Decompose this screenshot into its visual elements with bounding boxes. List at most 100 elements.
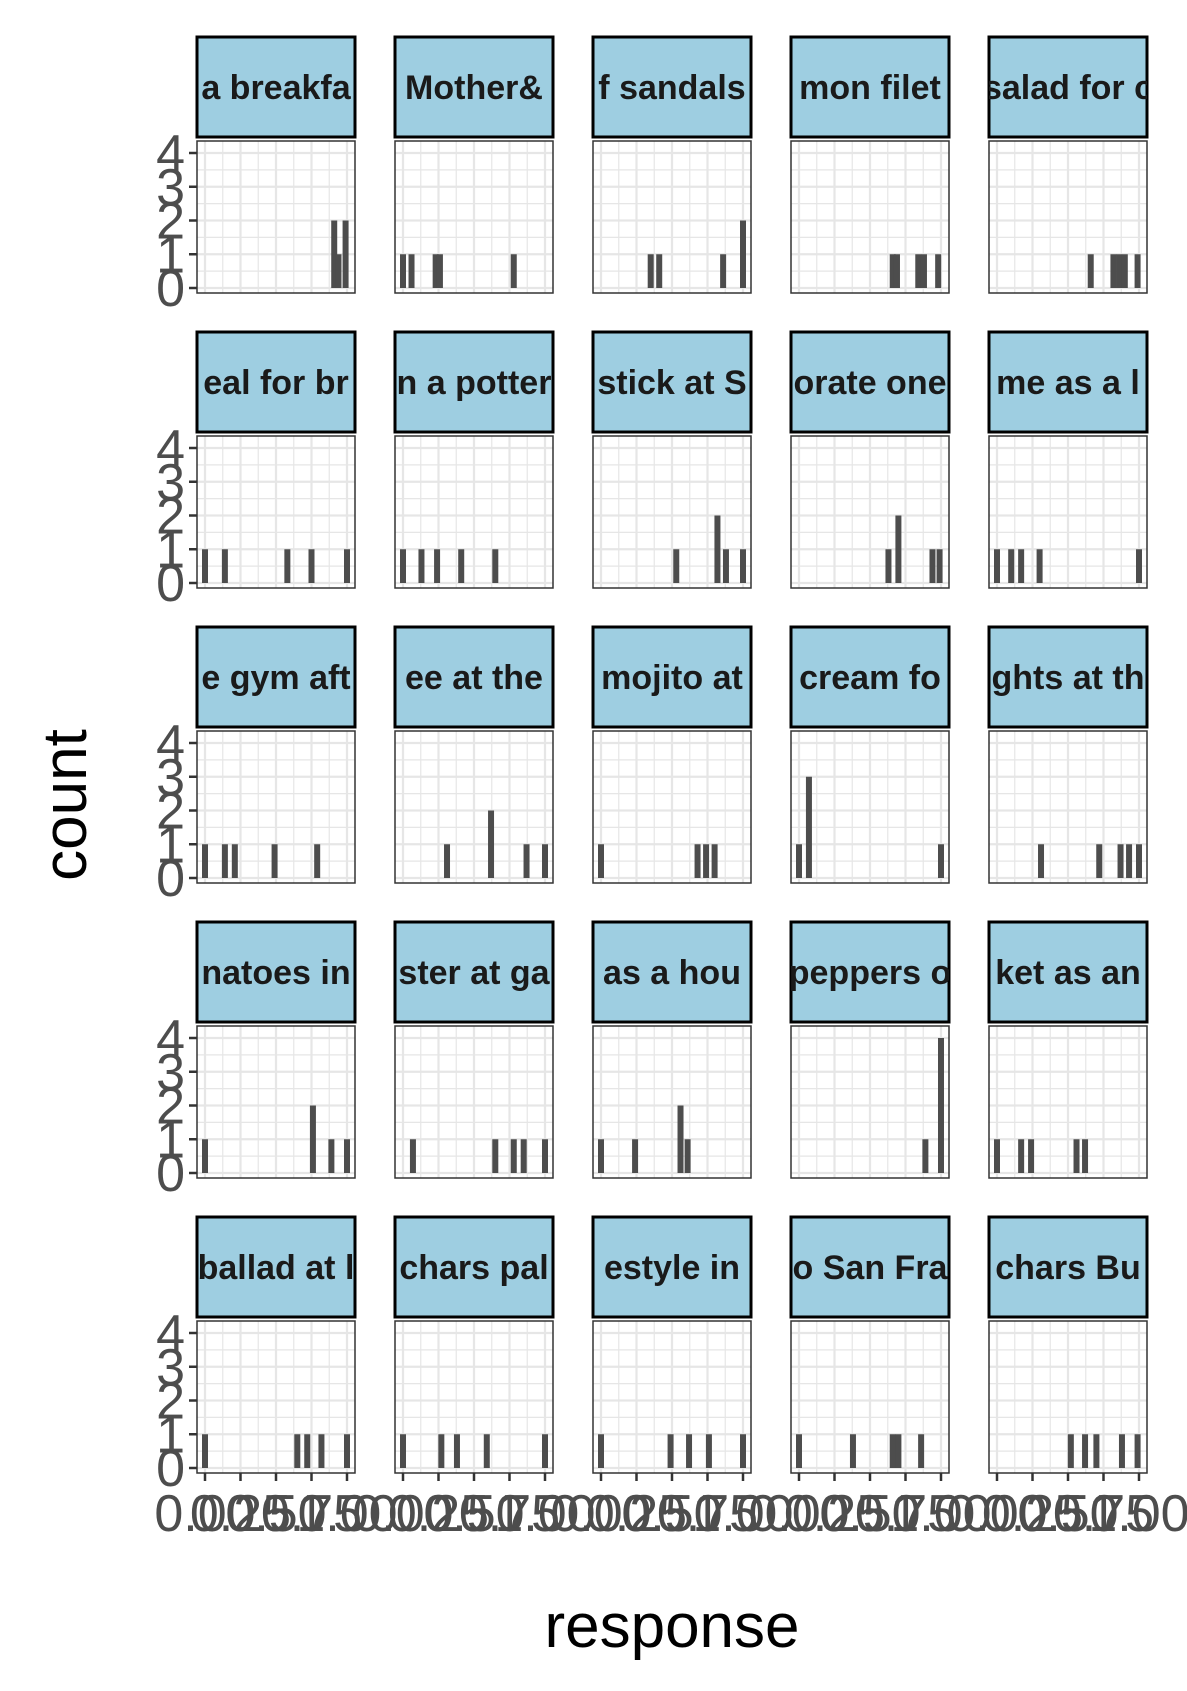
facet-strip: [195, 330, 357, 434]
histogram-bar: [805, 776, 812, 878]
x-axis-tick-label: 0.50: [819, 1485, 920, 1543]
histogram-bar: [895, 515, 902, 583]
histogram-bar: [1036, 549, 1043, 583]
histogram-bar: [335, 254, 342, 288]
histogram-bar: [895, 1434, 902, 1468]
histogram-bar: [284, 549, 291, 583]
facet-strip: [195, 625, 357, 729]
histogram-bar: [922, 1139, 929, 1173]
panel-border: [196, 1025, 356, 1179]
x-axis-tick-label: 0.75: [657, 1485, 758, 1543]
facet-strip-label: cream fo: [799, 659, 941, 697]
histogram-bar: [1126, 844, 1133, 878]
y-axis-tick-label: 3: [156, 1339, 185, 1397]
y-axis-tick-label: 2: [156, 1078, 185, 1136]
panel-border: [988, 1025, 1148, 1179]
facet-strip-label: orate one: [793, 364, 946, 402]
x-axis-tick-label: 0.00: [946, 1485, 1047, 1543]
histogram-bar: [673, 549, 680, 583]
facet-strip: [987, 35, 1149, 139]
y-axis-tick-label: 4: [156, 1010, 185, 1068]
y-axis-tick-label: 4: [156, 420, 185, 478]
facet-strip: [195, 920, 357, 1024]
histogram-bar: [1073, 1139, 1080, 1173]
facet-panel: o San Fra: [789, 1215, 951, 1481]
panel-border: [790, 730, 950, 884]
facet-strip-label: e gym aft: [201, 659, 350, 697]
y-axis-tick-label: 0: [156, 850, 185, 908]
facet-panel: orate one: [789, 330, 951, 589]
histogram-bar: [656, 254, 663, 288]
histogram-bar: [400, 549, 406, 583]
x-axis-tick-label: 0.25: [586, 1485, 687, 1543]
histogram-bar: [1117, 844, 1124, 878]
histogram-bar: [1038, 844, 1045, 878]
histogram-bar: [1067, 1434, 1074, 1468]
panel-border: [394, 1025, 554, 1179]
facet-strip-label: chars pal: [399, 1249, 548, 1287]
y-axis-tick-label: 0: [156, 260, 185, 318]
histogram-bar: [492, 1139, 499, 1173]
facet-strip-label: peppers o: [789, 954, 951, 992]
facet-panel: n a potter: [393, 330, 555, 589]
histogram-bar: [400, 254, 406, 288]
histogram-bar: [938, 844, 944, 878]
facet-strip: [393, 1215, 555, 1319]
facet-strip: [789, 625, 951, 729]
facet-strip-label: natoes in: [201, 954, 350, 992]
x-axis-tick-labels: 0.000.250.500.751.000.000.250.500.751.00…: [154, 1485, 1187, 1543]
y-axis-tick-label: 4: [156, 1305, 185, 1363]
facet-strip-label: ballad at l: [198, 1249, 355, 1287]
histogram-bar: [796, 844, 802, 878]
facet-strip-label: n a potter: [397, 364, 552, 402]
y-axis-tick-label: 0: [156, 1440, 185, 1498]
histogram-bar: [458, 549, 465, 583]
histogram-bar: [202, 1139, 208, 1173]
facet-strip: [591, 330, 753, 434]
histogram-bar: [308, 549, 315, 583]
histogram-bar: [520, 1139, 527, 1173]
histogram-bar: [935, 254, 942, 288]
facet-strip-label: eal for br: [203, 364, 348, 402]
facet-panel: estyle in: [591, 1215, 753, 1481]
y-axis-tick-label: 1: [156, 521, 185, 579]
facet-strip-label: as a hou: [603, 954, 741, 992]
facet-strip-label: ee at the: [405, 659, 543, 697]
histogram-bar: [1082, 1434, 1089, 1468]
histogram-bar: [492, 549, 499, 583]
facet-panel: stick at S: [591, 330, 753, 589]
histogram-bar: [202, 1434, 208, 1468]
facet-strip-label: estyle in: [604, 1249, 740, 1287]
histogram-bar: [915, 254, 922, 288]
histogram-bar: [1121, 254, 1128, 288]
facet-strip: [789, 330, 951, 434]
histogram-bar: [694, 844, 701, 878]
histogram-bar: [444, 844, 451, 878]
facet-strip: [393, 330, 555, 434]
histogram-bar: [1096, 844, 1103, 878]
histogram-bar: [722, 549, 729, 583]
x-axis-tick-label: 0.00: [550, 1485, 651, 1543]
facet-panel: peppers o: [789, 920, 951, 1179]
histogram-bar: [408, 254, 415, 288]
facet-strip: [591, 625, 753, 729]
facet-strip-label: chars Bu: [995, 1249, 1141, 1287]
histogram-bar: [523, 844, 530, 878]
panel-border: [790, 435, 950, 589]
facet-strip: [789, 1215, 951, 1319]
histogram-bar: [686, 1434, 693, 1468]
y-axis-tick-label: 1: [156, 816, 185, 874]
histogram-bar: [1008, 549, 1015, 583]
histogram-bar: [598, 1434, 604, 1468]
facet-panel: as a hou: [591, 920, 753, 1179]
histogram-bar: [1134, 1434, 1141, 1468]
histogram-bar: [1134, 254, 1141, 288]
histogram-bar: [202, 549, 208, 583]
facet-panel: me as a l: [987, 330, 1149, 589]
facet-strip: [987, 1215, 1149, 1319]
histogram-bar: [434, 549, 441, 583]
x-axis-tick-label: 0.50: [423, 1485, 524, 1543]
y-axis-tick-label: 4: [156, 125, 185, 183]
panel-border: [988, 435, 1148, 589]
y-axis-tick-label: 3: [156, 749, 185, 807]
